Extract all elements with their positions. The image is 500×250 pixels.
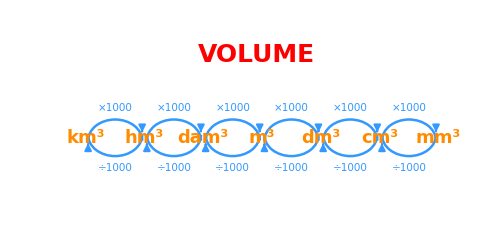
Text: m³: m³ xyxy=(249,129,276,147)
Text: hm³: hm³ xyxy=(125,129,164,147)
Text: ×1000: ×1000 xyxy=(274,103,309,113)
Text: ÷1000: ÷1000 xyxy=(98,163,132,173)
Text: dm³: dm³ xyxy=(301,129,341,147)
Text: ÷1000: ÷1000 xyxy=(215,163,250,173)
Text: ×1000: ×1000 xyxy=(392,103,426,113)
Text: km³: km³ xyxy=(66,129,105,147)
Text: ×1000: ×1000 xyxy=(215,103,250,113)
Text: mm³: mm³ xyxy=(416,129,461,147)
Text: ÷1000: ÷1000 xyxy=(392,163,426,173)
Text: VOLUME: VOLUME xyxy=(198,44,315,68)
Text: ÷1000: ÷1000 xyxy=(333,163,368,173)
Text: cm³: cm³ xyxy=(361,129,398,147)
Text: ×1000: ×1000 xyxy=(98,103,132,113)
Text: ×1000: ×1000 xyxy=(333,103,368,113)
Text: ×1000: ×1000 xyxy=(156,103,192,113)
Text: ÷1000: ÷1000 xyxy=(156,163,192,173)
Text: ÷1000: ÷1000 xyxy=(274,163,309,173)
Text: dam³: dam³ xyxy=(178,129,229,147)
